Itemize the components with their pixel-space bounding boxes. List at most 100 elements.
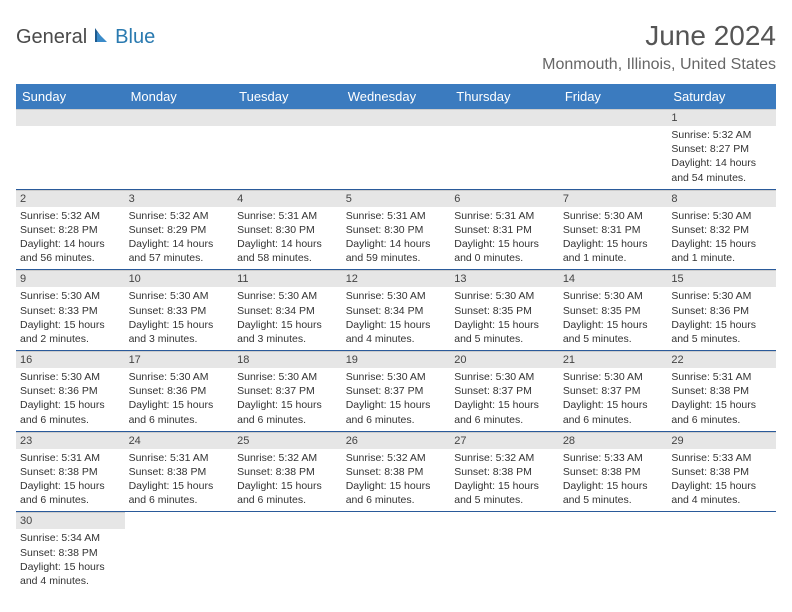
- day-content: Sunrise: 5:33 AMSunset: 8:38 PMDaylight:…: [559, 449, 668, 512]
- weekday-header: Sunday: [16, 84, 125, 109]
- sunset-text: Sunset: 8:27 PM: [671, 142, 772, 156]
- day-number: 9: [16, 270, 125, 287]
- sunrise-text: Sunrise: 5:31 AM: [454, 209, 555, 223]
- calendar-cell: 9Sunrise: 5:30 AMSunset: 8:33 PMDaylight…: [16, 270, 125, 351]
- calendar-week-row: 23Sunrise: 5:31 AMSunset: 8:38 PMDayligh…: [16, 431, 776, 512]
- calendar-week-row: 30Sunrise: 5:34 AMSunset: 8:38 PMDayligh…: [16, 512, 776, 592]
- calendar-cell: [342, 109, 451, 189]
- day-content: Sunrise: 5:30 AMSunset: 8:31 PMDaylight:…: [559, 207, 668, 270]
- day-content: Sunrise: 5:32 AMSunset: 8:38 PMDaylight:…: [450, 449, 559, 512]
- daylight-text: Daylight: 15 hours and 5 minutes.: [563, 318, 664, 346]
- sunset-text: Sunset: 8:31 PM: [563, 223, 664, 237]
- sunset-text: Sunset: 8:38 PM: [563, 465, 664, 479]
- sunrise-text: Sunrise: 5:33 AM: [563, 451, 664, 465]
- daylight-text: Daylight: 14 hours and 54 minutes.: [671, 156, 772, 184]
- calendar-cell: 5Sunrise: 5:31 AMSunset: 8:30 PMDaylight…: [342, 189, 451, 270]
- sunset-text: Sunset: 8:37 PM: [346, 384, 447, 398]
- day-number: 25: [233, 432, 342, 449]
- logo: General Blue: [16, 26, 155, 49]
- sunrise-text: Sunrise: 5:31 AM: [237, 209, 338, 223]
- sunrise-text: Sunrise: 5:30 AM: [129, 289, 230, 303]
- daylight-text: Daylight: 15 hours and 6 minutes.: [671, 398, 772, 426]
- day-number: 1: [667, 109, 776, 126]
- day-number: 30: [16, 512, 125, 529]
- daylight-text: Daylight: 15 hours and 3 minutes.: [129, 318, 230, 346]
- sunset-text: Sunset: 8:28 PM: [20, 223, 121, 237]
- calendar-cell: 13Sunrise: 5:30 AMSunset: 8:35 PMDayligh…: [450, 270, 559, 351]
- sunset-text: Sunset: 8:38 PM: [20, 465, 121, 479]
- daylight-text: Daylight: 15 hours and 0 minutes.: [454, 237, 555, 265]
- sunset-text: Sunset: 8:30 PM: [237, 223, 338, 237]
- calendar-cell: 8Sunrise: 5:30 AMSunset: 8:32 PMDaylight…: [667, 189, 776, 270]
- sunrise-text: Sunrise: 5:32 AM: [346, 451, 447, 465]
- logo-text-blue: Blue: [115, 26, 155, 49]
- sunset-text: Sunset: 8:38 PM: [671, 384, 772, 398]
- day-number: 12: [342, 270, 451, 287]
- daylight-text: Daylight: 15 hours and 2 minutes.: [20, 318, 121, 346]
- day-content: Sunrise: 5:32 AMSunset: 8:29 PMDaylight:…: [125, 207, 234, 270]
- logo-text-dark: General: [16, 26, 87, 49]
- title-block: June 2024 Monmouth, Illinois, United Sta…: [542, 20, 776, 74]
- sunrise-text: Sunrise: 5:30 AM: [346, 289, 447, 303]
- day-content: Sunrise: 5:30 AMSunset: 8:37 PMDaylight:…: [559, 368, 668, 431]
- weekday-header: Saturday: [667, 84, 776, 109]
- sunset-text: Sunset: 8:37 PM: [563, 384, 664, 398]
- sunrise-text: Sunrise: 5:32 AM: [454, 451, 555, 465]
- sunset-text: Sunset: 8:36 PM: [129, 384, 230, 398]
- daylight-text: Daylight: 15 hours and 4 minutes.: [346, 318, 447, 346]
- sunset-text: Sunset: 8:38 PM: [454, 465, 555, 479]
- day-content: Sunrise: 5:30 AMSunset: 8:34 PMDaylight:…: [342, 287, 451, 350]
- daylight-text: Daylight: 15 hours and 6 minutes.: [237, 479, 338, 507]
- calendar-cell: 24Sunrise: 5:31 AMSunset: 8:38 PMDayligh…: [125, 431, 234, 512]
- sunrise-text: Sunrise: 5:32 AM: [129, 209, 230, 223]
- empty-day-header: [125, 109, 234, 126]
- day-content: Sunrise: 5:30 AMSunset: 8:37 PMDaylight:…: [342, 368, 451, 431]
- sunset-text: Sunset: 8:38 PM: [237, 465, 338, 479]
- sunrise-text: Sunrise: 5:30 AM: [237, 370, 338, 384]
- day-number: 21: [559, 351, 668, 368]
- sunset-text: Sunset: 8:38 PM: [671, 465, 772, 479]
- sunset-text: Sunset: 8:31 PM: [454, 223, 555, 237]
- weekday-header: Thursday: [450, 84, 559, 109]
- day-content: Sunrise: 5:31 AMSunset: 8:38 PMDaylight:…: [125, 449, 234, 512]
- calendar-cell: 23Sunrise: 5:31 AMSunset: 8:38 PMDayligh…: [16, 431, 125, 512]
- sunrise-text: Sunrise: 5:30 AM: [454, 289, 555, 303]
- location: Monmouth, Illinois, United States: [542, 56, 776, 74]
- weekday-header: Wednesday: [342, 84, 451, 109]
- calendar-week-row: 16Sunrise: 5:30 AMSunset: 8:36 PMDayligh…: [16, 351, 776, 432]
- daylight-text: Daylight: 15 hours and 5 minutes.: [671, 318, 772, 346]
- day-content: Sunrise: 5:30 AMSunset: 8:35 PMDaylight:…: [450, 287, 559, 350]
- sunrise-text: Sunrise: 5:31 AM: [129, 451, 230, 465]
- weekday-header: Monday: [125, 84, 234, 109]
- calendar-cell: 7Sunrise: 5:30 AMSunset: 8:31 PMDaylight…: [559, 189, 668, 270]
- day-number: 3: [125, 190, 234, 207]
- day-number: 5: [342, 190, 451, 207]
- day-number: 23: [16, 432, 125, 449]
- day-content: Sunrise: 5:34 AMSunset: 8:38 PMDaylight:…: [16, 529, 125, 592]
- day-number: 28: [559, 432, 668, 449]
- calendar-cell: 26Sunrise: 5:32 AMSunset: 8:38 PMDayligh…: [342, 431, 451, 512]
- sunset-text: Sunset: 8:36 PM: [20, 384, 121, 398]
- sunrise-text: Sunrise: 5:30 AM: [454, 370, 555, 384]
- day-content: Sunrise: 5:33 AMSunset: 8:38 PMDaylight:…: [667, 449, 776, 512]
- day-number: 11: [233, 270, 342, 287]
- calendar-cell: 16Sunrise: 5:30 AMSunset: 8:36 PMDayligh…: [16, 351, 125, 432]
- sunrise-text: Sunrise: 5:30 AM: [671, 209, 772, 223]
- sunset-text: Sunset: 8:34 PM: [237, 304, 338, 318]
- sunrise-text: Sunrise: 5:30 AM: [129, 370, 230, 384]
- daylight-text: Daylight: 15 hours and 6 minutes.: [346, 479, 447, 507]
- daylight-text: Daylight: 15 hours and 5 minutes.: [563, 479, 664, 507]
- calendar-cell: 15Sunrise: 5:30 AMSunset: 8:36 PMDayligh…: [667, 270, 776, 351]
- daylight-text: Daylight: 15 hours and 6 minutes.: [346, 398, 447, 426]
- daylight-text: Daylight: 14 hours and 57 minutes.: [129, 237, 230, 265]
- day-number: 27: [450, 432, 559, 449]
- calendar-cell: 14Sunrise: 5:30 AMSunset: 8:35 PMDayligh…: [559, 270, 668, 351]
- day-number: 17: [125, 351, 234, 368]
- sunset-text: Sunset: 8:37 PM: [454, 384, 555, 398]
- day-content: Sunrise: 5:30 AMSunset: 8:37 PMDaylight:…: [450, 368, 559, 431]
- sunrise-text: Sunrise: 5:31 AM: [346, 209, 447, 223]
- daylight-text: Daylight: 15 hours and 5 minutes.: [454, 318, 555, 346]
- calendar-cell: 4Sunrise: 5:31 AMSunset: 8:30 PMDaylight…: [233, 189, 342, 270]
- day-number: 20: [450, 351, 559, 368]
- day-number: 18: [233, 351, 342, 368]
